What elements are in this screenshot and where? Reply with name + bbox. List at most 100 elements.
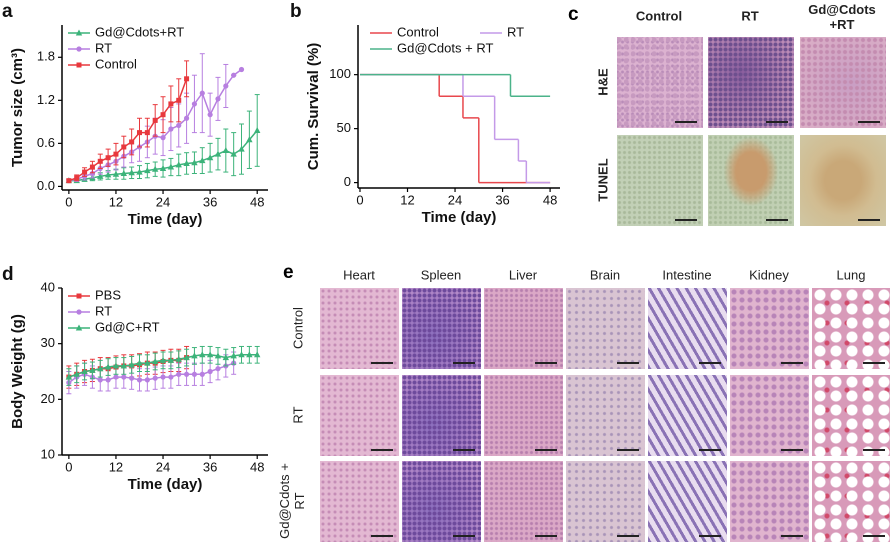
marker: [199, 90, 205, 96]
marker: [168, 374, 174, 380]
marker: [230, 150, 237, 157]
marker: [230, 352, 237, 359]
legend-label: Gd@C+RT: [95, 319, 160, 334]
marker: [89, 164, 95, 170]
x-tick-label: 48: [250, 459, 264, 474]
marker: [168, 126, 174, 132]
marker: [97, 172, 104, 179]
y-tick-label: 30: [41, 335, 55, 350]
marker: [191, 101, 198, 107]
marker: [128, 169, 135, 176]
marker: [120, 362, 127, 369]
marker: [160, 135, 166, 141]
micrograph: [812, 374, 890, 456]
x-tick-label: 0: [65, 194, 72, 209]
marker: [65, 373, 73, 380]
marker: [199, 351, 206, 358]
marker: [231, 72, 237, 78]
micrograph: [812, 461, 890, 542]
y-tick-label: 40: [41, 279, 55, 294]
marker: [121, 374, 127, 380]
column-label: Liver: [508, 267, 538, 283]
marker: [120, 170, 127, 176]
micrograph: [402, 288, 481, 369]
micrograph: [708, 135, 794, 226]
micrograph: [730, 461, 809, 542]
micrograph: [648, 374, 727, 456]
y-axis-title: Body Weight (g): [9, 314, 26, 429]
row-label: RT: [290, 405, 306, 424]
panel-label: d: [2, 264, 14, 285]
marker: [152, 375, 158, 381]
marker: [129, 139, 135, 145]
marker: [121, 144, 127, 150]
marker: [238, 66, 245, 73]
marker: [191, 159, 198, 166]
micrograph: [648, 461, 727, 542]
column-label: Brain: [589, 267, 621, 283]
marker: [207, 368, 213, 375]
x-tick-label: 24: [156, 459, 170, 474]
marker: [183, 371, 190, 377]
marker: [152, 117, 158, 123]
legend-label: RT: [507, 24, 524, 39]
y-tick-label: 1.8: [37, 49, 55, 64]
marker: [176, 97, 182, 103]
x-axis-title: Time (day): [128, 476, 203, 493]
marker: [238, 145, 245, 152]
marker: [97, 377, 103, 383]
column-label: Heart: [343, 267, 375, 283]
marker: [136, 168, 143, 175]
marker: [175, 355, 182, 362]
marker: [113, 151, 119, 157]
marker: [144, 167, 151, 174]
marker: [168, 101, 174, 107]
marker: [160, 374, 166, 380]
x-tick-label: 12: [400, 192, 414, 207]
marker: [175, 161, 182, 168]
x-tick-label: 0: [356, 192, 363, 207]
y-tick-label: 0.0: [37, 178, 55, 193]
marker: [183, 159, 190, 166]
marker: [89, 170, 96, 177]
marker: [167, 163, 175, 170]
marker: [144, 130, 150, 136]
micrograph: [566, 374, 645, 456]
column-label: Gd@Cdots +RT: [808, 2, 876, 32]
y-tick-label: 100: [329, 66, 351, 81]
legend-label: Control: [95, 56, 137, 71]
x-tick-label: 24: [448, 192, 462, 207]
row-label: H&E: [595, 68, 611, 96]
marker: [136, 130, 142, 136]
y-axis-title: Tumor size (cm³): [9, 48, 26, 167]
marker: [206, 154, 214, 161]
y-tick-label: 1.2: [37, 92, 55, 107]
legend-label: Gd@Cdots + RT: [397, 40, 493, 55]
marker: [191, 352, 198, 359]
marker: [97, 365, 104, 372]
row-label: Gd@Cdots + RT: [277, 463, 307, 539]
marker: [129, 375, 135, 381]
marker: [76, 46, 82, 52]
marker: [215, 366, 221, 372]
x-tick-label: 36: [203, 194, 217, 209]
marker: [199, 371, 205, 377]
line: [68, 362, 234, 384]
marker: [246, 136, 253, 143]
x-tick-label: 24: [156, 194, 170, 209]
legend-label: Gd@Cdots+RT: [95, 24, 184, 39]
micrograph: [484, 461, 563, 542]
marker: [254, 126, 261, 133]
y-tick-label: 0.6: [37, 135, 55, 150]
column-label: Lung: [836, 267, 866, 283]
marker: [207, 112, 213, 118]
marker: [183, 354, 190, 361]
marker: [112, 362, 120, 369]
marker: [206, 351, 214, 358]
micrograph: [320, 461, 399, 542]
marker: [254, 351, 261, 358]
marker: [222, 354, 230, 361]
micrograph: [320, 374, 399, 456]
marker: [199, 157, 206, 164]
